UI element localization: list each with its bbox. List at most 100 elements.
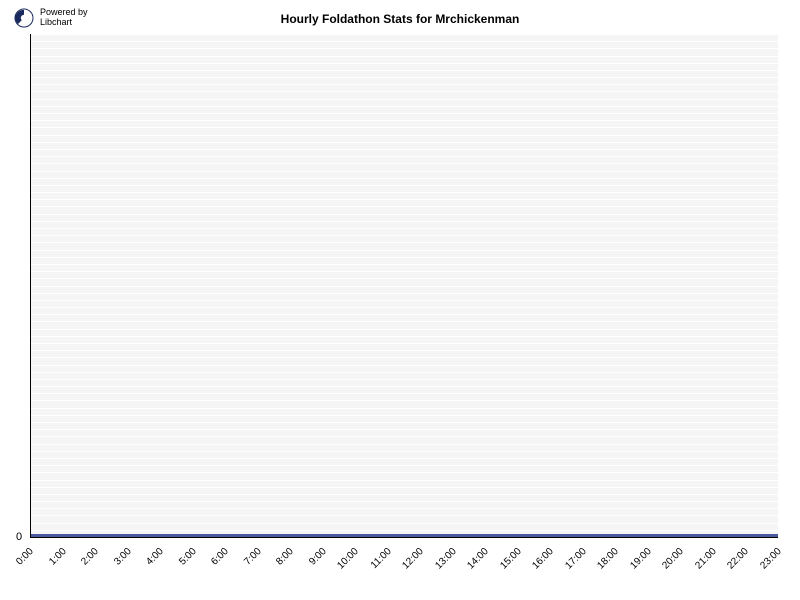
x-tick — [356, 537, 357, 538]
x-axis-tick-label: 10:00 — [336, 546, 361, 571]
gridline — [31, 91, 778, 92]
gridline — [31, 242, 778, 243]
gridline — [31, 127, 778, 128]
gridline — [31, 34, 778, 35]
x-tick — [421, 537, 422, 538]
gridline — [31, 357, 778, 358]
gridline — [31, 199, 778, 200]
gridline — [31, 41, 778, 42]
x-axis-tick-label: 17:00 — [563, 546, 588, 571]
gridline — [31, 415, 778, 416]
x-tick — [324, 537, 325, 538]
gridline — [31, 314, 778, 315]
x-tick — [486, 537, 487, 538]
gridline — [31, 271, 778, 272]
gridline — [31, 400, 778, 401]
x-tick — [226, 537, 227, 538]
x-tick — [746, 537, 747, 538]
x-tick — [551, 537, 552, 538]
gridline — [31, 171, 778, 172]
x-axis-tick-label: 13:00 — [433, 546, 458, 571]
gridline — [31, 321, 778, 322]
gridline — [31, 120, 778, 121]
gridline — [31, 70, 778, 71]
x-tick — [31, 537, 32, 538]
x-tick — [291, 537, 292, 538]
gridlines — [31, 34, 778, 537]
gridline — [31, 343, 778, 344]
chart-title: Hourly Foldathon Stats for Mrchickenman — [281, 12, 520, 26]
x-axis-tick-label: 6:00 — [209, 546, 231, 568]
x-axis-tick-label: 4:00 — [144, 546, 166, 568]
gridline — [31, 278, 778, 279]
gridline — [31, 142, 778, 143]
gridline — [31, 56, 778, 57]
gridline — [31, 379, 778, 380]
gridline — [31, 221, 778, 222]
x-axis-tick-label: 7:00 — [242, 546, 264, 568]
gridline — [31, 106, 778, 107]
gridline — [31, 436, 778, 437]
x-axis-tick-label: 0:00 — [14, 546, 36, 568]
x-tick — [616, 537, 617, 538]
gridline — [31, 458, 778, 459]
x-axis-tick-label: 15:00 — [498, 546, 523, 571]
gridline — [31, 235, 778, 236]
gridline — [31, 192, 778, 193]
gridline — [31, 494, 778, 495]
gridline — [31, 465, 778, 466]
x-tick — [194, 537, 195, 538]
x-tick — [64, 537, 65, 538]
x-axis-tick-label: 12:00 — [401, 546, 426, 571]
x-tick — [129, 537, 130, 538]
x-tick — [454, 537, 455, 538]
gridline — [31, 530, 778, 531]
gridline — [31, 429, 778, 430]
gridline — [31, 135, 778, 136]
x-tick — [389, 537, 390, 538]
gridline — [31, 472, 778, 473]
gridline — [31, 386, 778, 387]
gridline — [31, 214, 778, 215]
x-axis-tick-label: 2:00 — [79, 546, 101, 568]
gridline — [31, 77, 778, 78]
x-tick — [584, 537, 585, 538]
gridline — [31, 163, 778, 164]
gridline — [31, 300, 778, 301]
gridline — [31, 487, 778, 488]
gridline — [31, 329, 778, 330]
gridline — [31, 307, 778, 308]
x-axis-tick-label: 21:00 — [693, 546, 718, 571]
logo-text: Powered by Libchart — [40, 8, 88, 28]
x-axis-tick-label: 23:00 — [758, 546, 783, 571]
x-axis-tick-label: 5:00 — [177, 546, 199, 568]
x-tick — [259, 537, 260, 538]
gridline — [31, 250, 778, 251]
gridline — [31, 257, 778, 258]
gridline — [31, 480, 778, 481]
gridline — [31, 84, 778, 85]
gridline — [31, 537, 778, 538]
gridline — [31, 228, 778, 229]
libchart-logo-icon — [14, 8, 34, 28]
gridline — [31, 156, 778, 157]
gridline — [31, 113, 778, 114]
chart-container — [30, 34, 778, 538]
logo-area: Powered by Libchart — [14, 8, 88, 28]
gridline — [31, 365, 778, 366]
plot-area — [30, 34, 778, 538]
gridline — [31, 185, 778, 186]
x-axis-tick-label: 9:00 — [307, 546, 329, 568]
x-axis-tick-label: 8:00 — [274, 546, 296, 568]
x-axis-tick-label: 22:00 — [726, 546, 751, 571]
gridline — [31, 372, 778, 373]
x-tick — [681, 537, 682, 538]
gridline — [31, 515, 778, 516]
gridline — [31, 508, 778, 509]
x-tick — [161, 537, 162, 538]
x-axis-tick-label: 18:00 — [596, 546, 621, 571]
x-axis-tick-label: 19:00 — [628, 546, 653, 571]
gridline — [31, 350, 778, 351]
x-axis-tick-label: 1:00 — [47, 546, 69, 568]
gridline — [31, 444, 778, 445]
